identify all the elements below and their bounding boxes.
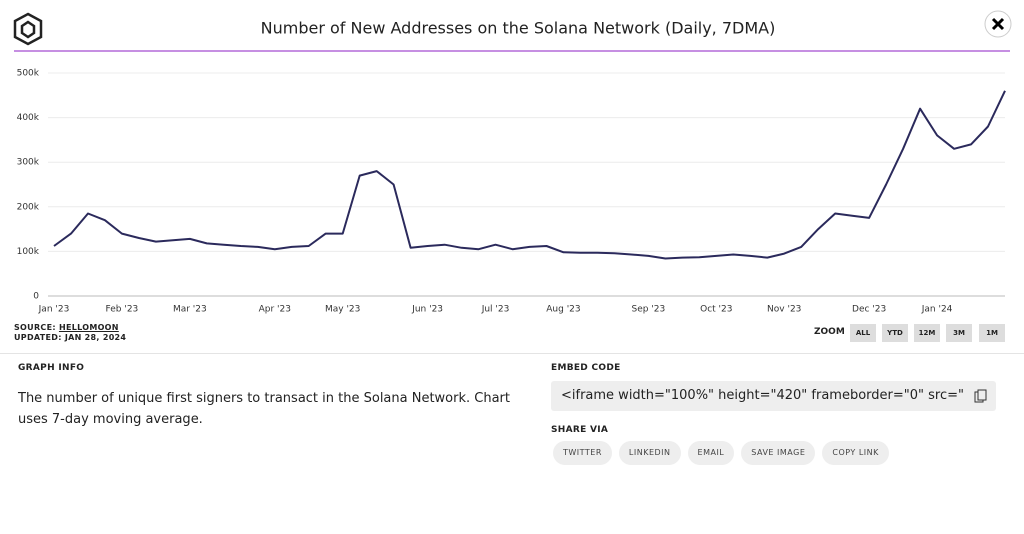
copy-icon[interactable] [974, 389, 988, 403]
y-tick-label: 200k [17, 202, 40, 212]
y-tick-label: 500k [17, 69, 40, 79]
x-tick-label: Jan '23 [38, 305, 70, 315]
y-tick-label: 300k [17, 158, 40, 168]
x-tick-label: May '23 [325, 305, 360, 315]
zoom-button[interactable]: ALL [850, 324, 876, 342]
x-tick-label: Mar '23 [173, 305, 207, 315]
share-button[interactable]: SAVE IMAGE [741, 441, 816, 465]
share-button[interactable]: EMAIL [687, 441, 735, 465]
embed-heading: EMBED CODE [551, 363, 621, 373]
share-button[interactable]: LINKEDIN [618, 441, 681, 465]
data-line [53, 90, 1006, 260]
embed-box: <iframe width="100%" height="420" frameb… [551, 381, 996, 411]
share-button[interactable]: TWITTER [553, 441, 612, 465]
share-buttons: TWITTER LINKEDIN EMAIL SAVE IMAGE COPY LINK [553, 440, 896, 465]
y-tick-label: 100k [17, 247, 40, 257]
x-tick-label: Feb '23 [106, 305, 139, 315]
x-tick-label: Nov '23 [767, 305, 801, 315]
graph-info-text: The number of unique first signers to tr… [18, 391, 511, 427]
zoom-button[interactable]: 3M [946, 324, 972, 342]
chart: Number of New Addresses on the Solana Ne… [13, 10, 1012, 315]
x-tick-label: Jun '23 [411, 305, 443, 315]
y-tick-label: 400k [17, 113, 40, 123]
source: SOURCE: HELLOMOON [14, 323, 119, 332]
source-label: SOURCE: [14, 323, 56, 332]
x-tick-label: Jul '23 [481, 305, 510, 315]
chart-title: Number of New Addresses on the Solana Ne… [261, 19, 776, 38]
embed-code[interactable]: <iframe width="100%" height="420" frameb… [561, 388, 963, 403]
graph-info-heading: GRAPH INFO [18, 363, 85, 373]
x-tick-label: Oct '23 [700, 305, 732, 315]
y-tick-label: 0 [33, 292, 39, 302]
x-tick-label: Jan '24 [921, 305, 953, 315]
zoom-button[interactable]: 1M [979, 324, 1005, 342]
share-button[interactable]: COPY LINK [822, 441, 889, 465]
zoom-button[interactable]: 12M [914, 324, 940, 342]
zoom-label: ZOOM [814, 327, 845, 337]
divider [0, 353, 1024, 354]
source-link[interactable]: HELLOMOON [58, 323, 119, 332]
logo [13, 12, 43, 46]
x-tick-label: Apr '23 [259, 305, 291, 315]
share-heading: SHARE VIA [551, 425, 609, 435]
zoom-button[interactable]: YTD [882, 324, 908, 342]
close-icon[interactable] [991, 17, 1005, 31]
updated: UPDATED: JAN 28, 2024 [14, 333, 127, 342]
x-tick-label: Dec '23 [852, 305, 886, 315]
x-tick-label: Aug '23 [546, 305, 580, 315]
x-tick-label: Sep '23 [632, 305, 666, 315]
